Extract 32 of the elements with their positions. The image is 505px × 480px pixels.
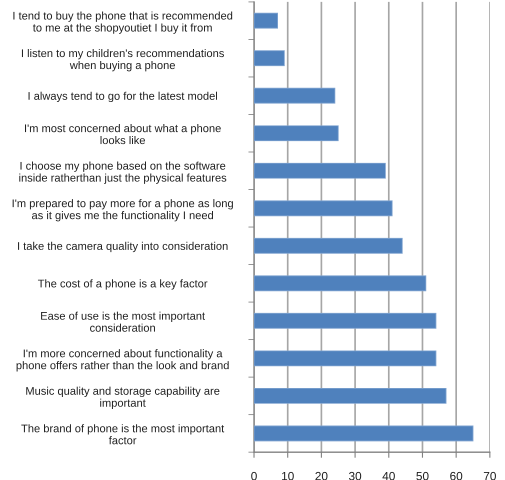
bar <box>254 312 436 329</box>
bar <box>254 425 474 442</box>
y-tick-label: I'm prepared to pay more for a phone as long as it gives me the functionality I need <box>12 199 233 222</box>
x-tick-label: 10 <box>282 472 294 480</box>
y-tick-label: Ease of use is the most important consideration <box>41 312 205 332</box>
y-tick-label: The cost of a phone is a key factor <box>38 279 208 290</box>
bar <box>254 88 336 104</box>
bar <box>254 350 436 366</box>
bar <box>254 238 403 254</box>
x-tick-label: 60 <box>450 472 462 480</box>
y-tick-label: I take the camera quality into consideration <box>18 242 228 252</box>
bar <box>254 125 339 142</box>
y-tick-label: I tend to buy the phone that is recommended to me at the shopyoutiet I buy it from <box>13 11 232 34</box>
y-tick-label: I listen to my children's recommendations when buying a phone <box>22 48 224 72</box>
bar <box>254 12 278 29</box>
x-tick-label: 50 <box>416 472 429 480</box>
x-tick-label: 70 <box>484 472 496 480</box>
y-tick-label: I always tend to go for the latest model <box>28 92 218 102</box>
y-tick-label: I'm most concerned about what a phone looks like <box>25 124 221 144</box>
bar <box>254 275 426 292</box>
bar <box>254 50 285 66</box>
x-tick-label: 40 <box>382 472 395 480</box>
y-tick-label: Music quality and storage capability are important <box>26 386 220 409</box>
bar <box>254 388 446 404</box>
y-tick-label: I choose my phone based on the software inside ratherthan just the physical features <box>19 162 226 184</box>
x-tick-label: 20 <box>315 472 328 480</box>
bar <box>254 162 386 179</box>
bar <box>254 200 393 216</box>
x-tick-label: 30 <box>348 472 362 480</box>
x-tick-label: 0 <box>251 472 257 480</box>
y-tick-label: The brand of phone is the most important factor <box>21 424 224 444</box>
y-tick-label: I'm more concerned about functionality a phone offers rather than the look and brand <box>16 349 229 372</box>
